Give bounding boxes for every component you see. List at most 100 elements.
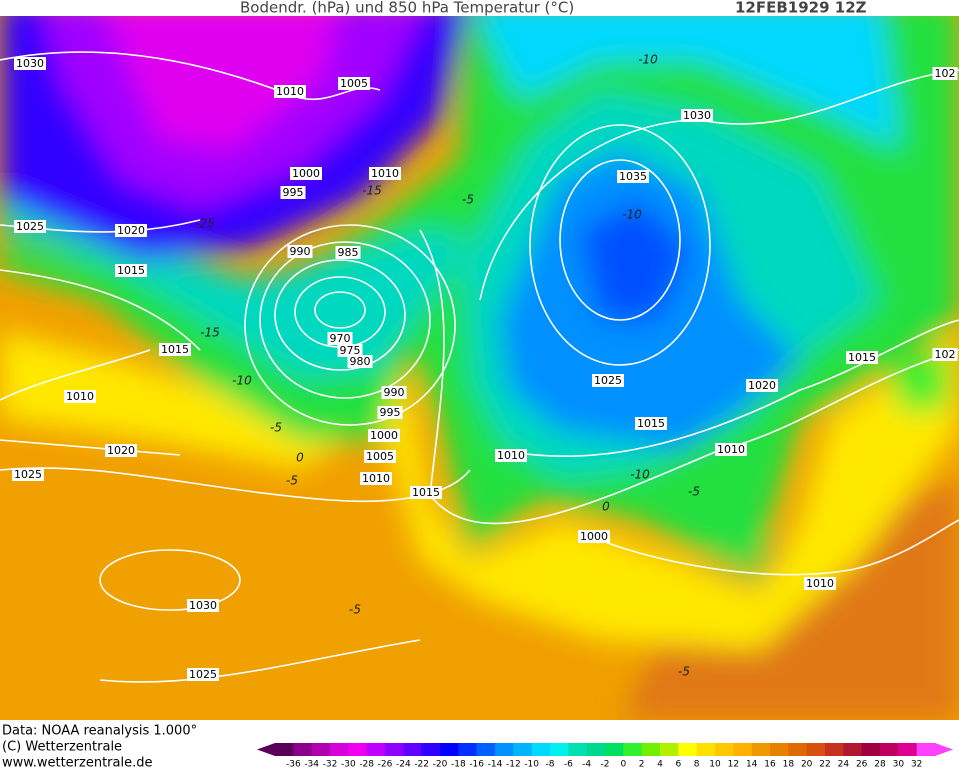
colorbar-segment	[641, 743, 661, 756]
isobar-label: 985	[338, 246, 359, 259]
isobar-label: 1010	[497, 449, 525, 462]
colorbar-tick-label: -6	[564, 760, 573, 770]
colorbar-tick-label: 10	[709, 760, 721, 770]
temperature-label: -5	[286, 474, 298, 488]
isobar-label: 1015	[117, 264, 145, 277]
isobar-label-box	[159, 343, 191, 356]
colorbar-segment	[788, 743, 808, 756]
colorbar-segment	[623, 743, 643, 756]
isobar-label: 1010	[371, 167, 399, 180]
isobar-label: 1000	[292, 167, 320, 180]
colorbar-segment	[275, 743, 294, 756]
isobar-label-box	[338, 77, 370, 90]
isobar-label-box	[377, 406, 403, 419]
data-source: Data: NOAA reanalysis 1.000°	[2, 724, 197, 739]
colorbar-segment	[458, 743, 478, 756]
temperature-label: -15	[200, 326, 220, 340]
colorbar-segment	[678, 743, 698, 756]
colorbar-tick-label: 18	[783, 760, 795, 770]
colorbar-segment	[715, 743, 734, 756]
colorbar-segment	[348, 743, 368, 756]
colorbar-segment	[568, 743, 588, 756]
isobar-label-box	[274, 85, 306, 98]
isobar-label-box	[846, 351, 878, 364]
colorbar-tick-label: -8	[546, 760, 555, 770]
colorbar-segment	[696, 743, 716, 756]
colorbar-tick-label: 32	[911, 760, 922, 770]
isobar-label-box	[105, 444, 137, 457]
colorbar-segment	[495, 743, 514, 756]
isobar-label-box	[495, 449, 527, 462]
isobar-label-box	[187, 668, 219, 681]
colorbar-tick-label: 12	[728, 760, 739, 770]
colorbar-tick-label: -12	[506, 760, 521, 770]
colorbar-arrow-right	[935, 743, 953, 756]
colorbar-segment	[916, 743, 936, 756]
colorbar-tick-label: 0	[620, 760, 626, 770]
isobar-label-box	[187, 599, 219, 612]
colorbar-segment	[531, 743, 551, 756]
title-strip	[0, 0, 959, 16]
isobar-label-box	[287, 245, 313, 258]
copyright: (C) Wetterzentrale	[2, 740, 122, 755]
colorbar-segment	[311, 743, 331, 756]
isobar-label: 1010	[362, 472, 390, 485]
temperature-label: -10	[638, 53, 658, 67]
isobar-label-box	[364, 450, 396, 463]
colorbar-segment	[898, 743, 918, 756]
colorbar-tick-label: -18	[451, 760, 466, 770]
isobar-label: 1035	[619, 170, 647, 183]
isobar-label-box	[115, 264, 147, 277]
colorbar-tick-label: -10	[524, 760, 539, 770]
colorbar-tick-label: 24	[838, 760, 850, 770]
isobar-label: 1025	[14, 468, 42, 481]
isobar-label: 975	[340, 344, 361, 357]
website: www.wetterzentrale.de	[2, 756, 152, 770]
isobar-label-box	[592, 374, 624, 387]
isobar-label: 1000	[580, 530, 608, 543]
isobar-label-box	[578, 530, 610, 543]
isobar-label-box	[327, 332, 353, 345]
isobar-label-box	[715, 443, 747, 456]
isobar-label: 1010	[717, 443, 745, 456]
isobar-label-box	[14, 57, 46, 70]
colorbar-tick-label: 22	[819, 760, 830, 770]
colorbar-tick-label: 14	[746, 760, 758, 770]
colorbar-segment	[421, 743, 441, 756]
isobar-label: 1025	[594, 374, 622, 387]
temperature-label: -5	[270, 421, 282, 435]
colorbar-tick-label: 16	[764, 760, 776, 770]
isobar-label-box	[932, 348, 958, 361]
colorbar-tick-label: -22	[414, 760, 429, 770]
isobar-label: 102	[935, 348, 956, 361]
isobar-label: 1020	[748, 379, 776, 392]
colorbar-tick-label: 30	[893, 760, 905, 770]
temperature-label: -10	[630, 468, 650, 482]
isobar-label-box	[369, 167, 401, 180]
isobar-label: 1010	[66, 390, 94, 403]
colorbar-segment	[550, 743, 569, 756]
isobar-label-box	[368, 429, 400, 442]
isobar-label: 1015	[412, 486, 440, 499]
temperature-label: 0	[296, 451, 304, 465]
colorbar-segment	[733, 743, 753, 756]
colorbar-tick-label: -2	[601, 760, 610, 770]
isobar-label: 1025	[16, 220, 44, 233]
isobar-label-box	[617, 170, 649, 183]
isobar-label: 1025	[189, 668, 217, 681]
isobar-label-box	[932, 67, 958, 80]
temperature-field	[0, 0, 959, 720]
colorbar-tick-label: 2	[639, 760, 645, 770]
isobar-label: 995	[380, 406, 401, 419]
colorbar-segment	[403, 743, 423, 756]
temperature-label: -5	[349, 603, 361, 617]
colorbar-segment	[605, 743, 624, 756]
isobar-label: 1030	[16, 57, 44, 70]
temperature-label: 0	[602, 500, 610, 514]
colorbar-tick-label: -30	[341, 760, 356, 770]
colorbar-segment	[586, 743, 606, 756]
colorbar: -36 -34 -32 -30 -28 -26 -24 -22 -20 -18 -16 -14 -12-…	[257, 743, 953, 770]
colorbar-tick-label: -32	[323, 760, 338, 770]
